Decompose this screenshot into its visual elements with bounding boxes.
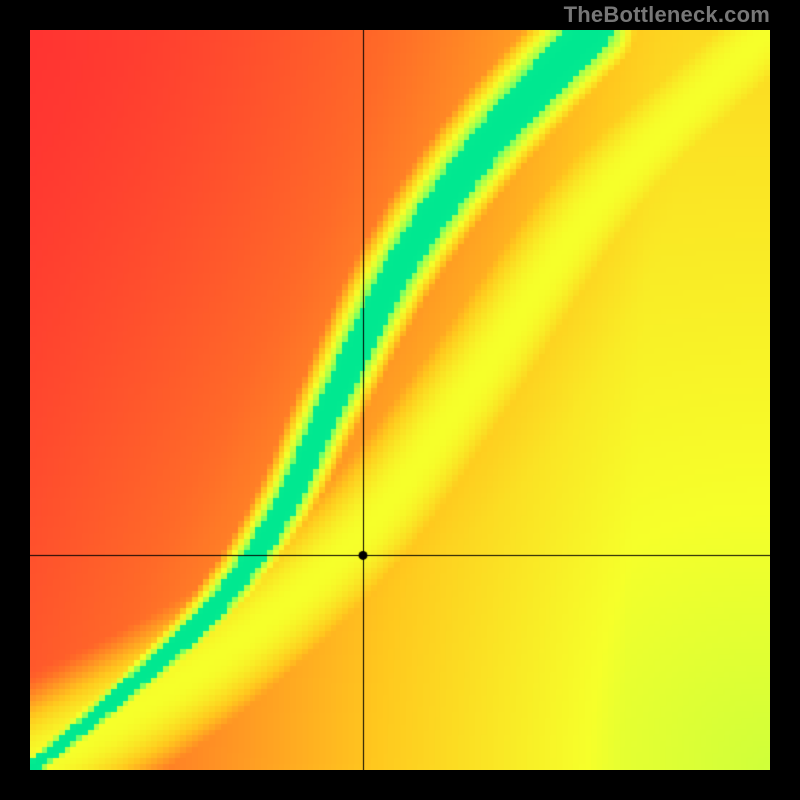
watermark-text: TheBottleneck.com (564, 2, 770, 28)
heatmap-plot (30, 30, 770, 770)
